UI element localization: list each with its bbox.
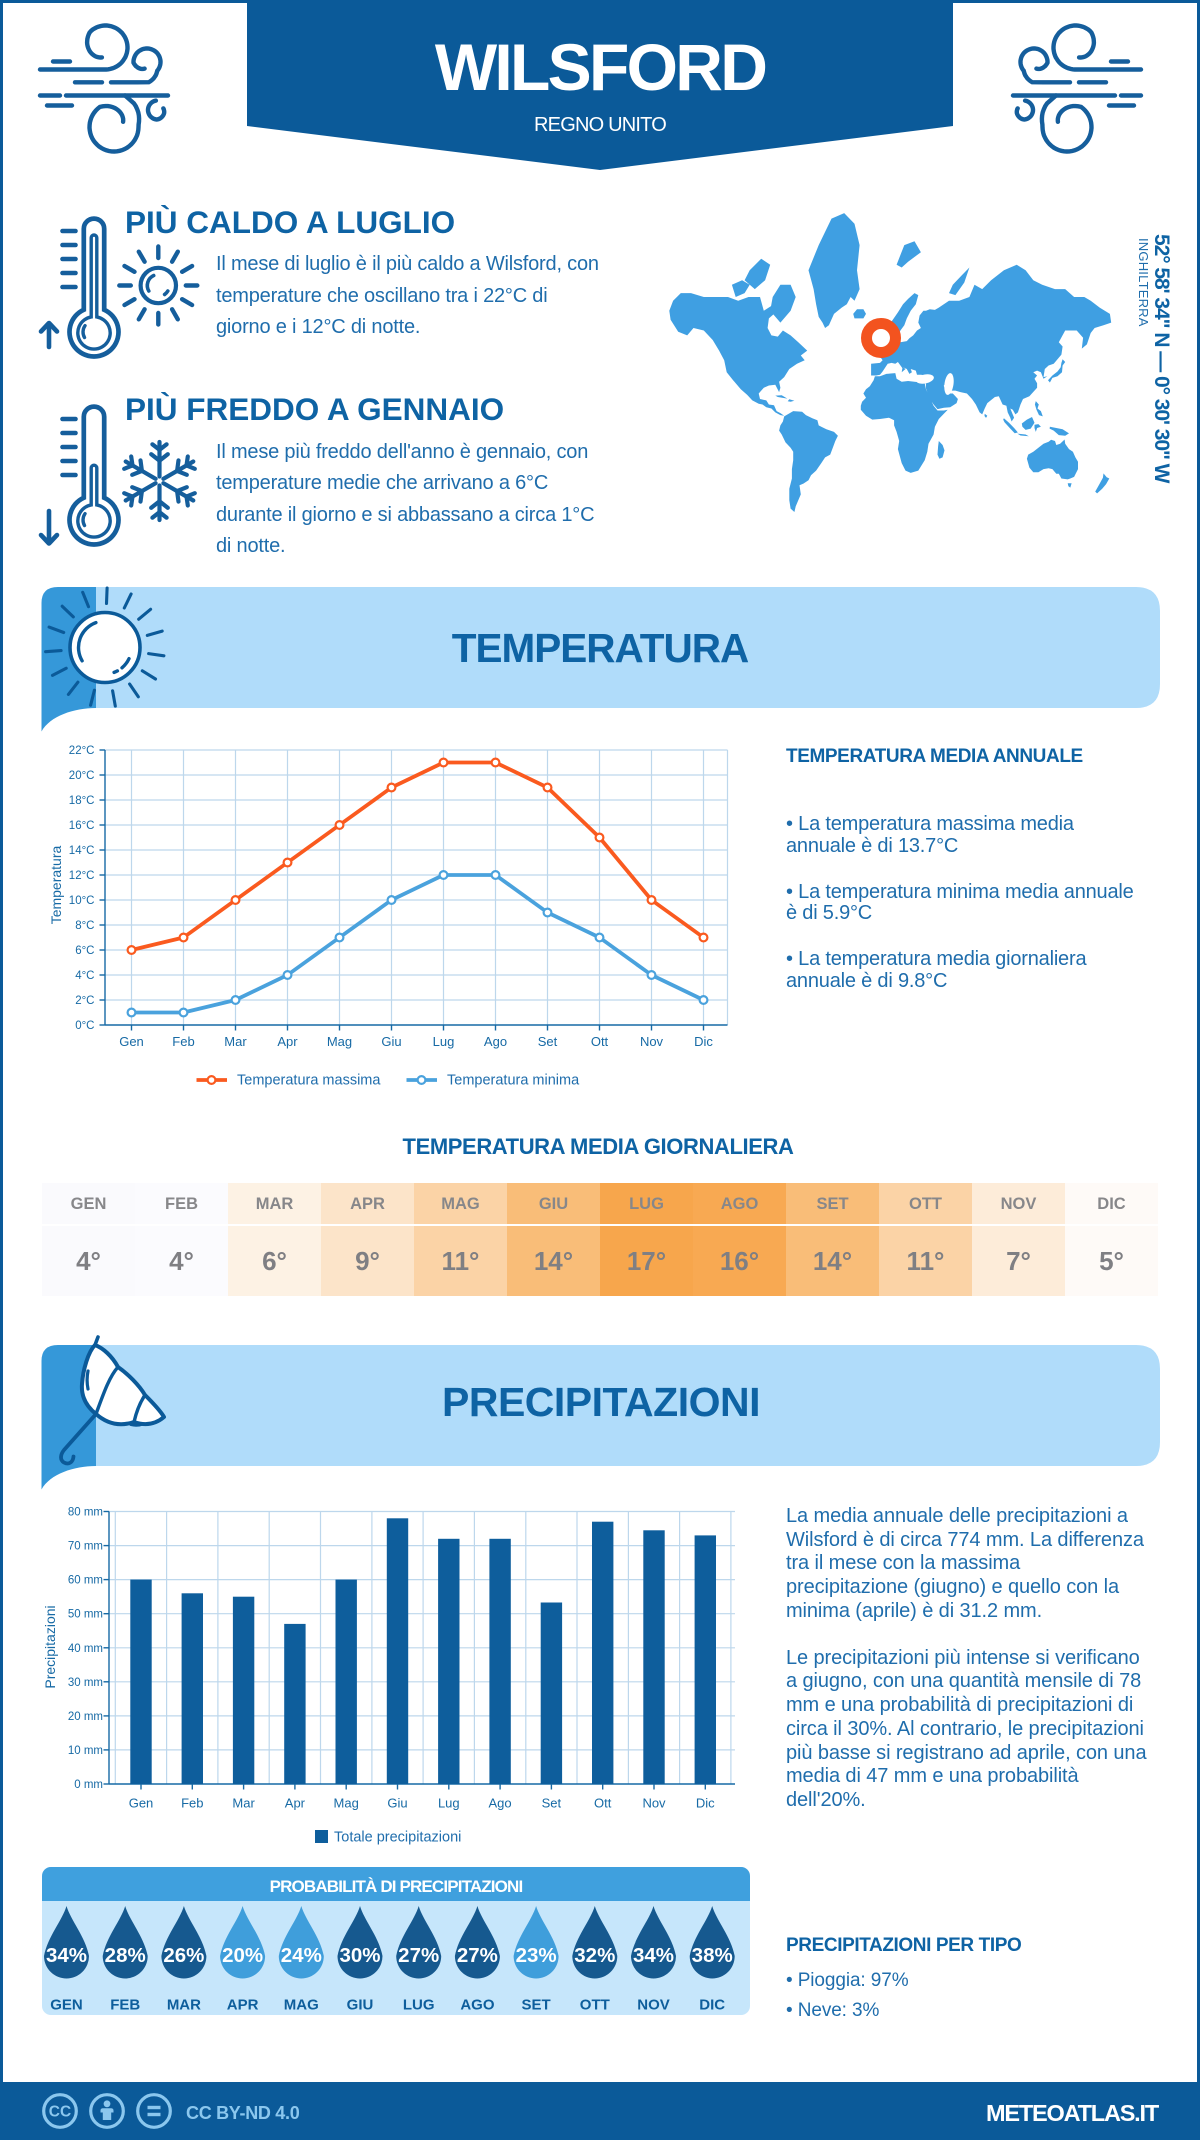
svg-text:60 mm: 60 mm [68, 1575, 103, 1587]
svg-text:28%: 28% [105, 1944, 146, 1967]
svg-text:LUG: LUG [403, 1997, 435, 2014]
svg-text:27%: 27% [457, 1944, 498, 1967]
svg-text:Nov: Nov [642, 1796, 666, 1811]
svg-text:10 mm: 10 mm [68, 1745, 103, 1757]
svg-text:Mag: Mag [327, 1034, 352, 1049]
svg-text:4°C: 4°C [75, 970, 94, 982]
svg-text:20°C: 20°C [69, 770, 95, 782]
svg-text:40 mm: 40 mm [68, 1643, 103, 1655]
svg-text:30%: 30% [339, 1944, 380, 1967]
svg-text:20 mm: 20 mm [68, 1711, 103, 1723]
svg-text:GIU: GIU [347, 1997, 374, 2014]
svg-text:8°C: 8°C [75, 920, 94, 932]
svg-text:Apr: Apr [285, 1796, 306, 1811]
svg-text:27%: 27% [398, 1944, 439, 1967]
svg-text:30 mm: 30 mm [68, 1677, 103, 1689]
svg-text:Lug: Lug [438, 1796, 460, 1811]
svg-text:80 mm: 80 mm [68, 1507, 103, 1519]
svg-text:MAG: MAG [284, 1997, 319, 2014]
svg-text:Ott: Ott [594, 1796, 612, 1811]
svg-text:GEN: GEN [50, 1997, 83, 2014]
svg-text:Gen: Gen [129, 1796, 154, 1811]
svg-text:FEB: FEB [110, 1997, 140, 2014]
svg-text:Ago: Ago [484, 1034, 507, 1049]
svg-text:18°C: 18°C [69, 795, 95, 807]
svg-text:50 mm: 50 mm [68, 1609, 103, 1621]
svg-text:22°C: 22°C [69, 745, 95, 757]
svg-text:NOV: NOV [637, 1997, 670, 2014]
svg-text:Lug: Lug [433, 1034, 455, 1049]
svg-text:Dic: Dic [694, 1034, 713, 1049]
svg-text:32%: 32% [574, 1944, 615, 1967]
svg-text:24%: 24% [281, 1944, 322, 1967]
svg-text:Temperatura: Temperatura [48, 845, 64, 924]
svg-text:2°C: 2°C [75, 995, 94, 1007]
svg-text:Ott: Ott [591, 1034, 609, 1049]
svg-text:34%: 34% [46, 1944, 87, 1967]
svg-text:Set: Set [542, 1796, 562, 1811]
svg-text:APR: APR [227, 1997, 259, 2014]
svg-text:Mar: Mar [224, 1034, 247, 1049]
svg-text:10°C: 10°C [69, 895, 95, 907]
svg-text:38%: 38% [692, 1944, 733, 1967]
svg-text:34%: 34% [633, 1944, 674, 1967]
svg-text:0 mm: 0 mm [74, 1779, 103, 1791]
svg-text:70 mm: 70 mm [68, 1541, 103, 1553]
svg-text:AGO: AGO [460, 1997, 495, 2014]
svg-text:CC: CC [49, 2104, 71, 2121]
svg-text:Precipitazioni: Precipitazioni [42, 1605, 58, 1688]
svg-text:Temperatura minima: Temperatura minima [447, 1073, 580, 1089]
svg-text:Nov: Nov [640, 1034, 664, 1049]
svg-text:Ago: Ago [489, 1796, 512, 1811]
svg-text:Mag: Mag [334, 1796, 359, 1811]
svg-text:Set: Set [538, 1034, 558, 1049]
svg-text:16°C: 16°C [69, 820, 95, 832]
svg-text:0°C: 0°C [75, 1020, 94, 1032]
svg-text:DIC: DIC [699, 1997, 725, 2014]
svg-text:12°C: 12°C [69, 870, 95, 882]
svg-text:Dic: Dic [696, 1796, 715, 1811]
svg-text:Temperatura massima: Temperatura massima [237, 1073, 381, 1089]
svg-text:Apr: Apr [277, 1034, 298, 1049]
svg-text:Feb: Feb [172, 1034, 194, 1049]
svg-text:Feb: Feb [181, 1796, 203, 1811]
svg-text:Gen: Gen [119, 1034, 144, 1049]
svg-text:Totale precipitazioni: Totale precipitazioni [334, 1830, 461, 1846]
svg-text:14°C: 14°C [69, 845, 95, 857]
svg-text:Giu: Giu [387, 1796, 407, 1811]
svg-text:MAR: MAR [167, 1997, 201, 2014]
svg-text:SET: SET [522, 1997, 551, 2014]
svg-text:23%: 23% [516, 1944, 557, 1967]
svg-text:OTT: OTT [580, 1997, 610, 2014]
svg-text:Mar: Mar [232, 1796, 255, 1811]
svg-text:Giu: Giu [381, 1034, 401, 1049]
svg-text:6°C: 6°C [75, 945, 94, 957]
svg-text:20%: 20% [222, 1944, 263, 1967]
svg-text:26%: 26% [163, 1944, 204, 1967]
